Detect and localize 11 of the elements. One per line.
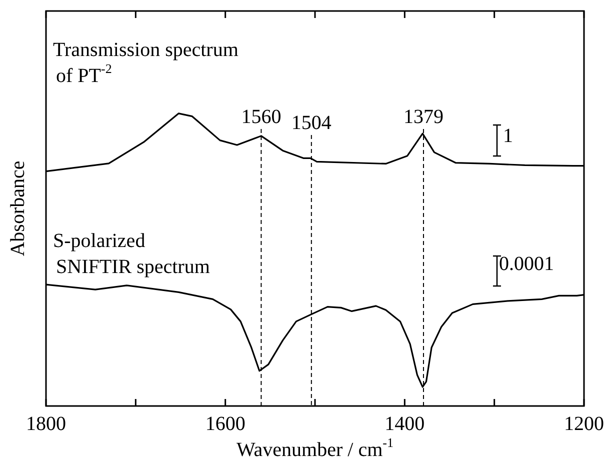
x-tick-label: 1600 [205,413,246,435]
annotation: 1 [503,125,513,147]
x-tick-label: 1400 [384,413,425,435]
y-axis-title: Absorbance [7,160,29,256]
x-tick-label: 1200 [564,413,604,435]
series-label: S-polarized SNIFTIR spectrum [53,230,210,278]
ref-line-label: 1379 [403,106,444,128]
x-tick-label: 1800 [26,413,66,435]
ref-line-label: 1504 [291,112,332,134]
annotation: 0.0001 [499,253,554,275]
ref-line-label: 1560 [241,106,282,128]
